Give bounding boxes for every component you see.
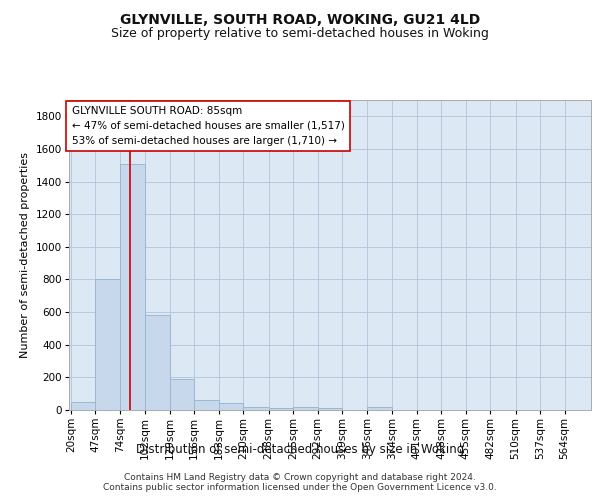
Bar bbox=[244, 406, 269, 410]
Bar bbox=[219, 404, 243, 410]
Text: Distribution of semi-detached houses by size in Woking: Distribution of semi-detached houses by … bbox=[136, 442, 464, 456]
Text: Contains HM Land Registry data © Crown copyright and database right 2024.: Contains HM Land Registry data © Crown c… bbox=[124, 472, 476, 482]
Bar bbox=[367, 406, 392, 410]
Y-axis label: Number of semi-detached properties: Number of semi-detached properties bbox=[20, 152, 30, 358]
Bar bbox=[71, 402, 95, 410]
Text: GLYNVILLE SOUTH ROAD: 85sqm
← 47% of semi-detached houses are smaller (1,517)
53: GLYNVILLE SOUTH ROAD: 85sqm ← 47% of sem… bbox=[71, 106, 344, 146]
Bar bbox=[269, 408, 293, 410]
Text: Size of property relative to semi-detached houses in Woking: Size of property relative to semi-detach… bbox=[111, 28, 489, 40]
Text: GLYNVILLE, SOUTH ROAD, WOKING, GU21 4LD: GLYNVILLE, SOUTH ROAD, WOKING, GU21 4LD bbox=[120, 12, 480, 26]
Bar bbox=[95, 280, 120, 410]
Bar bbox=[293, 406, 317, 410]
Bar bbox=[194, 400, 218, 410]
Bar bbox=[318, 408, 342, 410]
Bar bbox=[120, 164, 145, 410]
Text: Contains public sector information licensed under the Open Government Licence v3: Contains public sector information licen… bbox=[103, 484, 497, 492]
Bar bbox=[145, 316, 170, 410]
Bar bbox=[170, 379, 194, 410]
